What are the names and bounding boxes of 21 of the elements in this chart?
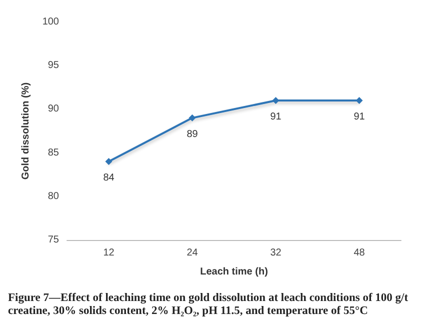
x-tick-label: 48 [354,248,366,258]
y-tick-label: 75 [48,234,60,246]
text: Figure 7—Effect of leaching time on gold dissolution at leach conditions of 100 g/t creatine, 30% solids content, 2% H₂O₂, pH 11.5, and temperature of 55°C [7,292,410,318]
data-label: 84 [103,172,115,184]
y-tick-label: 80 [48,190,60,202]
y-tick-label: 100 [42,16,60,28]
point [188,114,196,122]
x-tick-label: 12 [103,248,115,258]
point [105,158,112,166]
x-tick-label: 32 [270,248,282,258]
x-tick-label: 24 [186,248,198,258]
point [272,96,280,104]
y-tick-label: 95 [48,60,60,72]
y-tick-label: 90 [48,104,60,115]
x-axis-title: Leach time (h) [200,266,268,278]
data-label: 89 [186,128,198,140]
data-label: 91 [270,111,282,122]
data-label: 91 [354,111,366,122]
point [356,96,363,104]
y-tick-label: 85 [48,147,60,158]
y-axis-title: Gold dissolution (%) [20,82,32,180]
